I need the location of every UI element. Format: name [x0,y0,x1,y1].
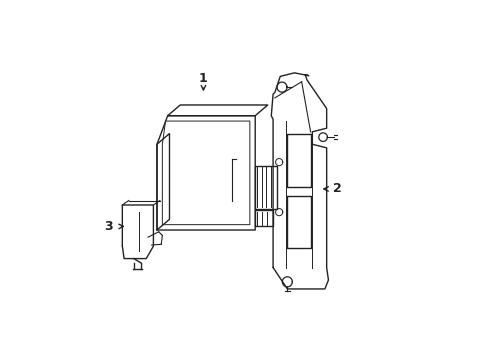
Text: 1: 1 [199,72,207,85]
Text: 2: 2 [332,183,341,195]
Text: 3: 3 [103,220,112,233]
